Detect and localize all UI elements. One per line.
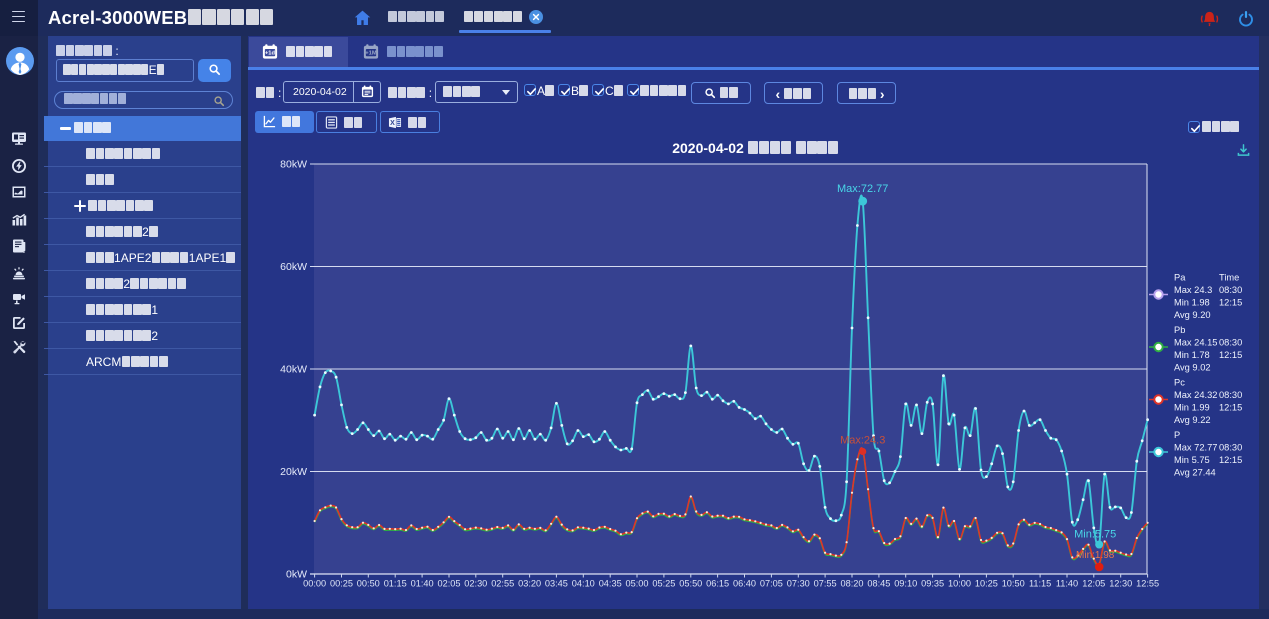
svg-text:08:30: 08:30 [1219, 338, 1242, 348]
svg-text:09:35: 09:35 [921, 579, 944, 589]
svg-text:08:30: 08:30 [1219, 443, 1242, 453]
svg-text:12:15: 12:15 [1219, 350, 1242, 360]
svg-text:Max:24.3: Max:24.3 [840, 435, 885, 447]
svg-text:01:15: 01:15 [384, 579, 407, 589]
svg-text:Max 24.32: Max 24.32 [1174, 390, 1217, 400]
svg-text:20kW: 20kW [280, 466, 307, 478]
svg-text:Max 72.77: Max 72.77 [1174, 443, 1217, 453]
svg-text:02:05: 02:05 [438, 579, 461, 589]
svg-text:10:25: 10:25 [975, 579, 998, 589]
svg-text:80kW: 80kW [280, 159, 307, 171]
svg-text:02:55: 02:55 [491, 579, 514, 589]
svg-text:04:35: 04:35 [599, 579, 622, 589]
svg-text:07:30: 07:30 [787, 579, 810, 589]
svg-text:Avg 9.20: Avg 9.20 [1174, 310, 1211, 320]
svg-text:12:30: 12:30 [1109, 579, 1132, 589]
svg-text:05:00: 05:00 [626, 579, 649, 589]
svg-text:08:30: 08:30 [1219, 390, 1242, 400]
svg-text:04:10: 04:10 [572, 579, 595, 589]
svg-text:12:15: 12:15 [1219, 403, 1242, 413]
svg-text:Time: Time [1219, 273, 1239, 283]
svg-text:10:00: 10:00 [948, 579, 971, 589]
svg-text:Min:1.98: Min:1.98 [1076, 550, 1115, 561]
svg-text:60kW: 60kW [280, 261, 307, 273]
svg-text:02:30: 02:30 [464, 579, 487, 589]
svg-text:05:50: 05:50 [679, 579, 702, 589]
svg-text:P: P [1174, 430, 1180, 440]
svg-text:Max:72.77: Max:72.77 [837, 183, 888, 195]
svg-text:08:45: 08:45 [867, 579, 890, 589]
svg-text:11:40: 11:40 [1056, 579, 1078, 589]
svg-text:Avg 9.02: Avg 9.02 [1174, 363, 1211, 373]
svg-text:06:40: 06:40 [733, 579, 756, 589]
svg-text:03:20: 03:20 [518, 579, 541, 589]
svg-text:0kW: 0kW [286, 569, 307, 581]
svg-text:05:25: 05:25 [652, 579, 675, 589]
svg-text:Min 5.75: Min 5.75 [1174, 455, 1210, 465]
svg-text:Max 24.3: Max 24.3 [1174, 285, 1212, 295]
svg-text:12:15: 12:15 [1219, 455, 1242, 465]
svg-text:+1M: +1M [365, 51, 377, 57]
svg-text:Min:5.75: Min:5.75 [1074, 529, 1116, 541]
svg-text:Avg 27.44: Avg 27.44 [1174, 468, 1216, 478]
svg-text:Pa: Pa [1174, 273, 1186, 283]
svg-text:12:05: 12:05 [1082, 579, 1105, 589]
svg-text:11:15: 11:15 [1029, 579, 1051, 589]
svg-text:+1d: +1d [265, 51, 276, 57]
svg-text:Min 1.98: Min 1.98 [1174, 298, 1210, 308]
svg-text:08:30: 08:30 [1219, 285, 1242, 295]
svg-text:00:00: 00:00 [303, 579, 326, 589]
svg-text:Avg 9.22: Avg 9.22 [1174, 415, 1211, 425]
svg-text:Pc: Pc [1174, 378, 1185, 388]
svg-text:09:10: 09:10 [894, 579, 917, 589]
svg-text:Max 24.15: Max 24.15 [1174, 338, 1217, 348]
svg-text:06:15: 06:15 [706, 579, 729, 589]
svg-text:00:50: 00:50 [357, 579, 380, 589]
svg-text:07:55: 07:55 [814, 579, 837, 589]
svg-text:00:25: 00:25 [330, 579, 353, 589]
svg-text:01:40: 01:40 [411, 579, 434, 589]
svg-text:Min 1.78: Min 1.78 [1174, 350, 1210, 360]
svg-text:10:50: 10:50 [1002, 579, 1025, 589]
svg-text:Pb: Pb [1174, 325, 1185, 335]
svg-text:12:15: 12:15 [1219, 298, 1242, 308]
svg-text:07:05: 07:05 [760, 579, 783, 589]
svg-text:08:20: 08:20 [841, 579, 864, 589]
svg-text:Min 1.99: Min 1.99 [1174, 403, 1210, 413]
svg-text:12:55: 12:55 [1136, 579, 1159, 589]
svg-text:40kW: 40kW [280, 364, 307, 376]
svg-text:03:45: 03:45 [545, 579, 568, 589]
svg-text:X: X [390, 120, 395, 127]
